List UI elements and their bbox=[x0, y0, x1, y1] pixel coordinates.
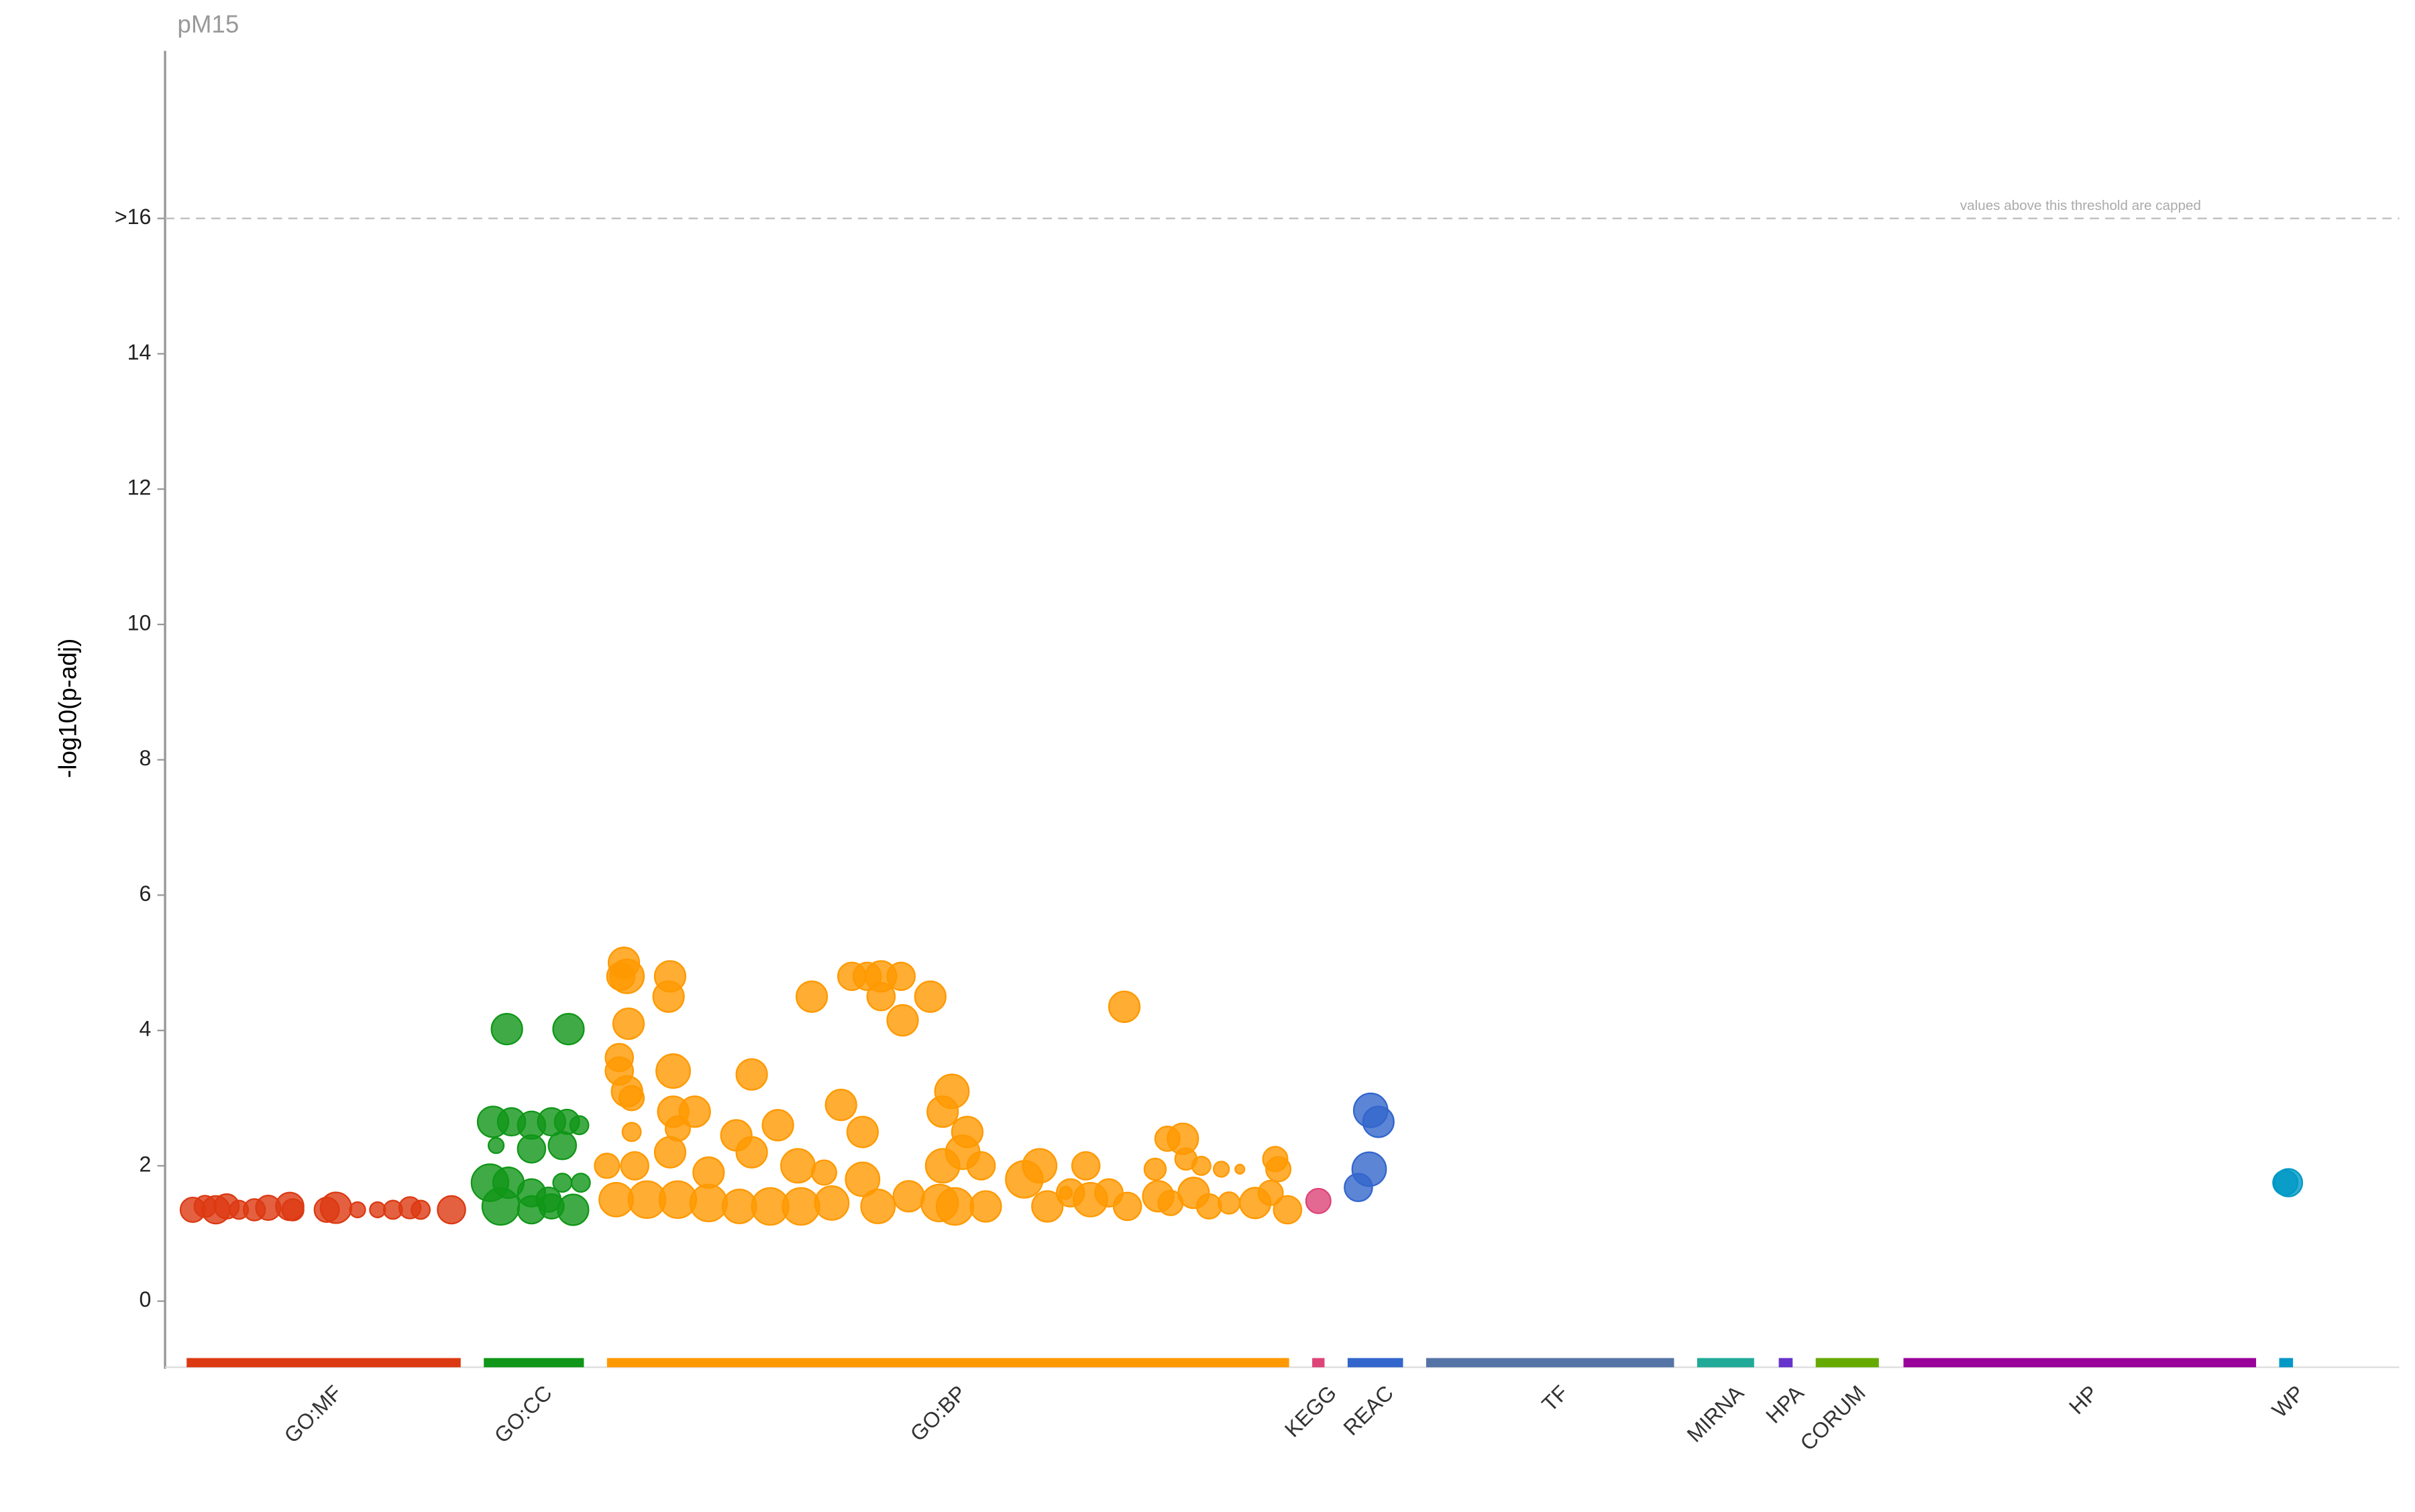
term-point bbox=[594, 1152, 621, 1179]
term-point bbox=[1059, 1185, 1073, 1200]
y-tick-label: 0 bbox=[140, 1287, 152, 1311]
y-tick-label: 6 bbox=[140, 881, 152, 906]
term-point bbox=[1143, 1157, 1167, 1181]
term-point bbox=[552, 1013, 585, 1046]
source-label: HPA bbox=[1761, 1381, 1809, 1428]
source-label: WP bbox=[2267, 1381, 2309, 1422]
term-point bbox=[935, 1187, 975, 1226]
term-point bbox=[886, 961, 916, 991]
term-point bbox=[892, 1180, 925, 1213]
source-label: CORUM bbox=[1795, 1381, 1870, 1455]
term-point bbox=[619, 1085, 645, 1112]
term-point bbox=[319, 1191, 352, 1224]
y-tick-label: 10 bbox=[127, 610, 152, 635]
term-point bbox=[814, 1185, 850, 1221]
term-point bbox=[517, 1134, 547, 1164]
term-point bbox=[655, 1053, 691, 1089]
term-point bbox=[547, 1130, 578, 1160]
term-point bbox=[557, 1193, 590, 1226]
term-point bbox=[969, 1190, 1002, 1223]
term-point bbox=[1362, 1105, 1395, 1138]
term-point bbox=[780, 1148, 816, 1184]
y-axis-label: -log10(p-adj) bbox=[54, 639, 81, 778]
term-point bbox=[1112, 1191, 1142, 1222]
term-point bbox=[1344, 1173, 1373, 1202]
term-point bbox=[490, 1013, 523, 1046]
y-tick-label: 4 bbox=[140, 1017, 152, 1041]
term-point bbox=[652, 980, 685, 1013]
term-point bbox=[552, 1173, 573, 1193]
term-point bbox=[1108, 990, 1141, 1023]
term-point bbox=[926, 1095, 959, 1128]
source-label: GO:MF bbox=[279, 1381, 346, 1448]
term-point bbox=[569, 1115, 590, 1136]
term-point bbox=[621, 1122, 642, 1142]
term-point bbox=[1005, 1160, 1044, 1199]
term-point bbox=[860, 1189, 896, 1224]
term-point bbox=[1191, 1155, 1212, 1176]
source-label: MIRNA bbox=[1682, 1381, 1749, 1447]
term-point bbox=[1265, 1156, 1292, 1183]
term-point bbox=[1213, 1160, 1230, 1178]
term-point bbox=[824, 1089, 857, 1122]
source-label: GO:BP bbox=[906, 1381, 971, 1446]
term-point bbox=[735, 1136, 768, 1169]
term-point bbox=[1217, 1191, 1241, 1215]
y-tick-label: 12 bbox=[127, 476, 152, 500]
chart-title: pM15 bbox=[177, 11, 239, 38]
term-point bbox=[735, 1058, 768, 1091]
term-point bbox=[1234, 1163, 1246, 1175]
term-point bbox=[1195, 1193, 1222, 1220]
y-tick-label: 14 bbox=[127, 340, 152, 364]
term-point bbox=[349, 1201, 366, 1219]
source-label: TF bbox=[1537, 1381, 1572, 1416]
term-point bbox=[1273, 1195, 1303, 1225]
term-point bbox=[1071, 1151, 1101, 1181]
term-point bbox=[612, 1007, 645, 1040]
term-point bbox=[782, 1187, 820, 1226]
term-point bbox=[2272, 1169, 2299, 1196]
term-point bbox=[481, 1187, 521, 1226]
term-point bbox=[620, 1151, 649, 1181]
term-point bbox=[1257, 1179, 1284, 1206]
term-point bbox=[606, 961, 636, 991]
term-point bbox=[810, 1159, 837, 1186]
term-point bbox=[866, 981, 896, 1012]
source-label: KEGG bbox=[1280, 1381, 1341, 1442]
term-point bbox=[914, 980, 947, 1013]
term-point bbox=[846, 1116, 879, 1148]
term-point bbox=[761, 1109, 794, 1142]
source-label: HP bbox=[2064, 1381, 2102, 1419]
term-point bbox=[966, 1151, 996, 1181]
term-point bbox=[845, 1161, 881, 1197]
y-tick-label: 2 bbox=[140, 1152, 152, 1176]
term-point bbox=[437, 1195, 466, 1225]
term-point bbox=[653, 1136, 687, 1169]
term-point bbox=[281, 1198, 305, 1222]
term-point bbox=[692, 1156, 725, 1189]
y-tick-label: >16 bbox=[115, 205, 152, 229]
term-point bbox=[411, 1199, 431, 1220]
source-label: REAC bbox=[1339, 1381, 1399, 1440]
term-point bbox=[1305, 1187, 1332, 1214]
threshold-note: values above this threshold are capped bbox=[1960, 198, 2201, 213]
term-point bbox=[689, 1183, 729, 1223]
source-label: GO:CC bbox=[490, 1381, 557, 1448]
term-point bbox=[886, 1004, 919, 1037]
term-point bbox=[1031, 1190, 1064, 1223]
term-point bbox=[796, 980, 828, 1013]
term-point bbox=[570, 1173, 591, 1193]
term-point bbox=[487, 1137, 505, 1154]
y-tick-label: 8 bbox=[140, 746, 152, 770]
